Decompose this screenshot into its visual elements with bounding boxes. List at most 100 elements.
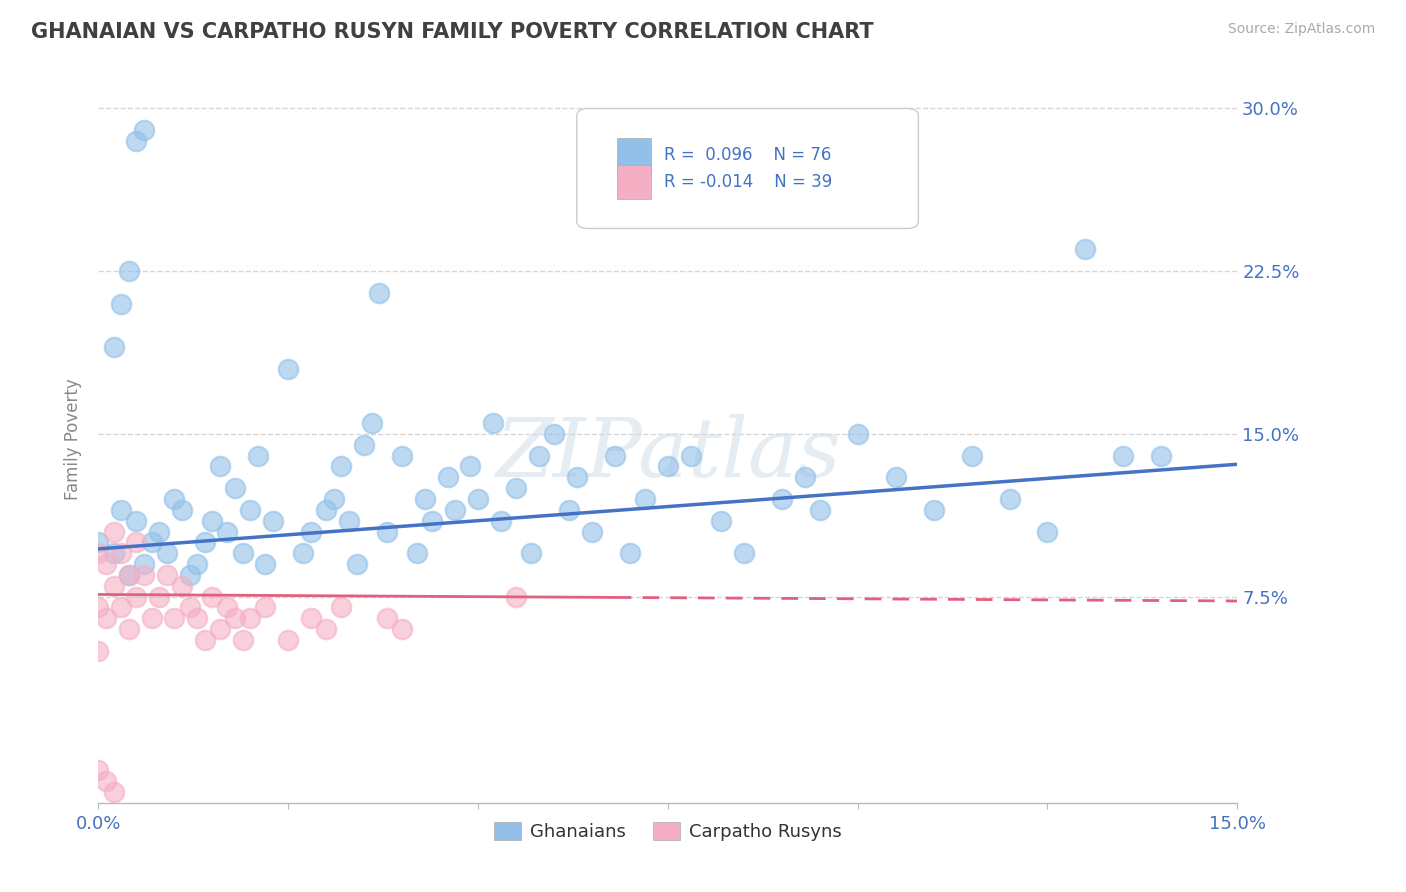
FancyBboxPatch shape	[617, 164, 651, 200]
Point	[118, 568, 141, 582]
Point	[315, 622, 337, 636]
Point	[793, 470, 815, 484]
Point	[246, 449, 269, 463]
Point	[277, 633, 299, 648]
Point	[87, 644, 110, 658]
Point	[132, 123, 155, 137]
Point	[277, 361, 299, 376]
Point	[103, 524, 125, 539]
Point	[125, 590, 148, 604]
Point	[558, 503, 581, 517]
Point	[1112, 449, 1135, 463]
Point	[103, 340, 125, 354]
Point	[353, 438, 375, 452]
Point	[679, 449, 702, 463]
Point	[315, 503, 337, 517]
Point	[156, 568, 179, 582]
Point	[194, 535, 217, 549]
Point	[186, 557, 208, 571]
Point	[482, 416, 505, 430]
Point	[110, 546, 132, 560]
Point	[330, 600, 353, 615]
Point	[391, 622, 413, 636]
Point	[1036, 524, 1059, 539]
Point	[527, 449, 550, 463]
Point	[581, 524, 603, 539]
Point	[87, 600, 110, 615]
Point	[94, 557, 117, 571]
Point	[141, 535, 163, 549]
Point	[87, 535, 110, 549]
Point	[179, 600, 201, 615]
FancyBboxPatch shape	[576, 109, 918, 228]
Point	[94, 774, 117, 789]
Point	[422, 514, 444, 528]
Text: Source: ZipAtlas.com: Source: ZipAtlas.com	[1227, 22, 1375, 37]
Point	[110, 503, 132, 517]
Point	[998, 491, 1021, 506]
Point	[232, 633, 254, 648]
Point	[292, 546, 315, 560]
Point	[141, 611, 163, 625]
Text: R = -0.014    N = 39: R = -0.014 N = 39	[665, 173, 832, 191]
Point	[922, 503, 945, 517]
Point	[634, 491, 657, 506]
Text: R =  0.096    N = 76: R = 0.096 N = 76	[665, 146, 832, 164]
Point	[467, 491, 489, 506]
Point	[360, 416, 382, 430]
Point	[619, 546, 641, 560]
Point	[110, 600, 132, 615]
Point	[232, 546, 254, 560]
Point	[217, 600, 239, 615]
Point	[565, 470, 588, 484]
Point	[375, 524, 398, 539]
Point	[224, 611, 246, 625]
Point	[406, 546, 429, 560]
Point	[322, 491, 344, 506]
Point	[436, 470, 458, 484]
Point	[299, 611, 322, 625]
Point	[505, 481, 527, 495]
Point	[657, 459, 679, 474]
Point	[262, 514, 284, 528]
FancyBboxPatch shape	[617, 137, 651, 172]
Text: ZIPatlas: ZIPatlas	[495, 414, 841, 494]
Point	[299, 524, 322, 539]
Point	[201, 514, 224, 528]
Point	[118, 264, 141, 278]
Point	[103, 546, 125, 560]
Point	[368, 285, 391, 300]
Point	[413, 491, 436, 506]
Point	[217, 524, 239, 539]
Point	[391, 449, 413, 463]
Point	[239, 503, 262, 517]
Point	[170, 503, 193, 517]
Point	[770, 491, 793, 506]
Point	[254, 557, 277, 571]
Point	[132, 568, 155, 582]
Point	[337, 514, 360, 528]
Point	[103, 579, 125, 593]
Point	[118, 622, 141, 636]
Point	[520, 546, 543, 560]
Point	[733, 546, 755, 560]
Point	[239, 611, 262, 625]
Point	[603, 449, 626, 463]
Point	[201, 590, 224, 604]
Point	[884, 470, 907, 484]
Point	[444, 503, 467, 517]
Point	[846, 426, 869, 441]
Point	[194, 633, 217, 648]
Y-axis label: Family Poverty: Family Poverty	[65, 378, 83, 500]
Point	[224, 481, 246, 495]
Point	[125, 535, 148, 549]
Point	[960, 449, 983, 463]
Point	[156, 546, 179, 560]
Point	[110, 296, 132, 310]
Point	[1074, 243, 1097, 257]
Point	[163, 491, 186, 506]
Point	[125, 134, 148, 148]
Point	[375, 611, 398, 625]
Point	[132, 557, 155, 571]
Point	[118, 568, 141, 582]
